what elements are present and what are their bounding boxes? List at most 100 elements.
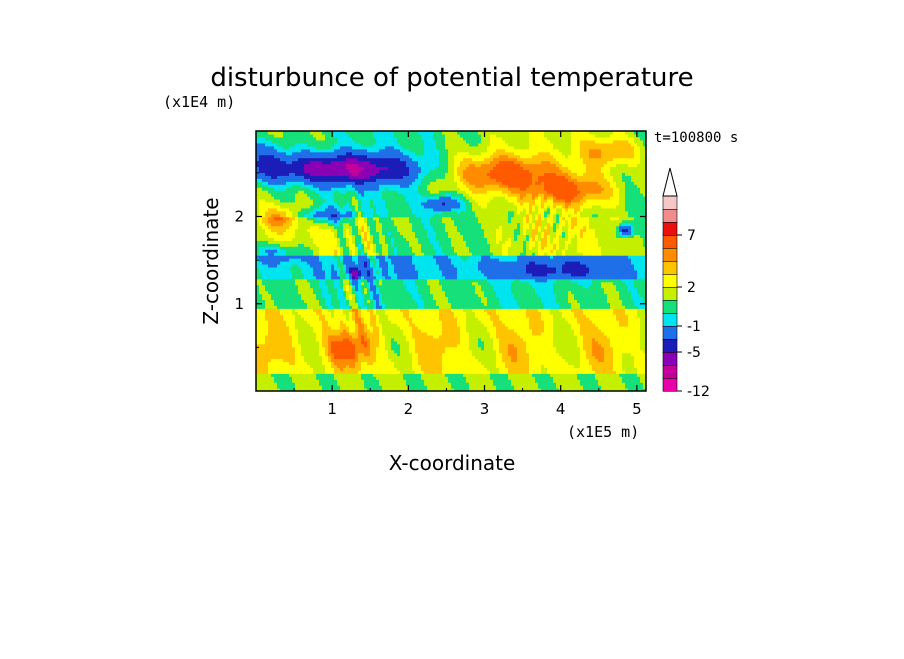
field-cell — [493, 382, 497, 386]
field-cell — [505, 320, 509, 324]
field-cell — [280, 385, 284, 389]
field-cell — [436, 281, 440, 286]
field-cell — [448, 340, 452, 345]
field-cell — [280, 388, 284, 391]
field-cell — [358, 367, 362, 371]
field-cell — [598, 349, 602, 354]
field-cell — [391, 302, 395, 306]
field-cell — [529, 376, 533, 380]
field-cell — [556, 296, 560, 300]
field-cell — [478, 334, 482, 339]
field-cell — [604, 385, 608, 389]
field-cell — [559, 331, 563, 336]
field-cell — [307, 388, 311, 391]
field-cell — [259, 352, 263, 357]
field-cell — [520, 373, 524, 377]
field-cell — [499, 355, 503, 360]
field-cell — [547, 290, 551, 295]
field-cell — [601, 326, 605, 330]
field-cell — [268, 388, 272, 391]
field-cell — [334, 370, 338, 374]
field-cell — [385, 364, 389, 368]
field-cell — [256, 293, 260, 298]
field-cell — [439, 320, 443, 324]
field-cell — [340, 355, 344, 360]
field-cell — [298, 323, 302, 327]
field-cell — [619, 373, 623, 377]
field-cell — [313, 290, 317, 295]
field-cell — [391, 305, 395, 309]
field-cell — [367, 349, 371, 354]
field-cell — [457, 331, 461, 336]
field-cell — [529, 361, 533, 365]
field-cell — [520, 340, 524, 345]
field-cell — [352, 370, 356, 374]
field-cell — [286, 311, 290, 315]
field-cell — [487, 278, 491, 283]
field-cell — [571, 334, 575, 339]
field-cell — [631, 296, 635, 300]
field-cell — [421, 343, 425, 348]
field-cell — [550, 293, 554, 298]
field-cell — [262, 284, 266, 289]
field-cell — [505, 370, 509, 374]
field-cell — [328, 361, 332, 365]
field-cell — [358, 373, 362, 377]
field-cell — [496, 308, 500, 312]
field-cell — [391, 388, 395, 391]
field-cell — [595, 302, 599, 306]
field-cell — [490, 293, 494, 298]
field-cell — [346, 328, 350, 333]
field-cell — [289, 373, 293, 377]
field-cell — [292, 293, 296, 298]
field-cell — [508, 385, 512, 389]
field-cell — [595, 305, 599, 309]
field-cell — [295, 352, 299, 357]
field-cell — [343, 308, 347, 312]
field-cell — [484, 358, 488, 363]
field-cell — [352, 326, 356, 330]
field-cell — [616, 340, 620, 345]
field-cell — [400, 352, 404, 357]
field-cell — [286, 379, 290, 383]
field-cell — [535, 302, 539, 306]
field-cell — [496, 317, 500, 321]
field-cell — [550, 281, 554, 286]
field-cell — [439, 317, 443, 321]
field-cell — [487, 346, 491, 351]
field-cell — [352, 305, 356, 309]
field-cell — [310, 326, 314, 330]
field-cell — [544, 311, 548, 315]
field-cell — [376, 314, 380, 318]
field-cell — [553, 290, 557, 295]
field-cell — [622, 352, 626, 357]
field-cell — [376, 311, 380, 315]
field-cell — [565, 364, 569, 368]
field-cell — [457, 340, 461, 345]
field-cell — [274, 317, 278, 321]
field-cell — [283, 370, 287, 374]
field-cell — [445, 323, 449, 327]
field-cell — [571, 346, 575, 351]
field-cell — [304, 323, 308, 327]
field-cell — [271, 379, 275, 383]
field-cell — [385, 320, 389, 324]
field-cell — [391, 340, 395, 345]
field-cell — [295, 373, 299, 377]
field-cell — [412, 275, 416, 280]
field-cell — [328, 337, 332, 342]
field-cell — [424, 311, 428, 315]
field-cell — [508, 355, 512, 360]
field-cell — [547, 337, 551, 342]
field-cell — [283, 379, 287, 383]
field-cell — [475, 334, 479, 339]
field-cell — [481, 323, 485, 327]
field-cell — [574, 349, 578, 354]
field-cell — [397, 290, 401, 295]
field-cell — [505, 346, 509, 351]
field-cell — [304, 370, 308, 374]
field-cell — [595, 323, 599, 327]
field-cell — [517, 326, 521, 330]
field-cell — [604, 311, 608, 315]
field-cell — [589, 305, 593, 309]
